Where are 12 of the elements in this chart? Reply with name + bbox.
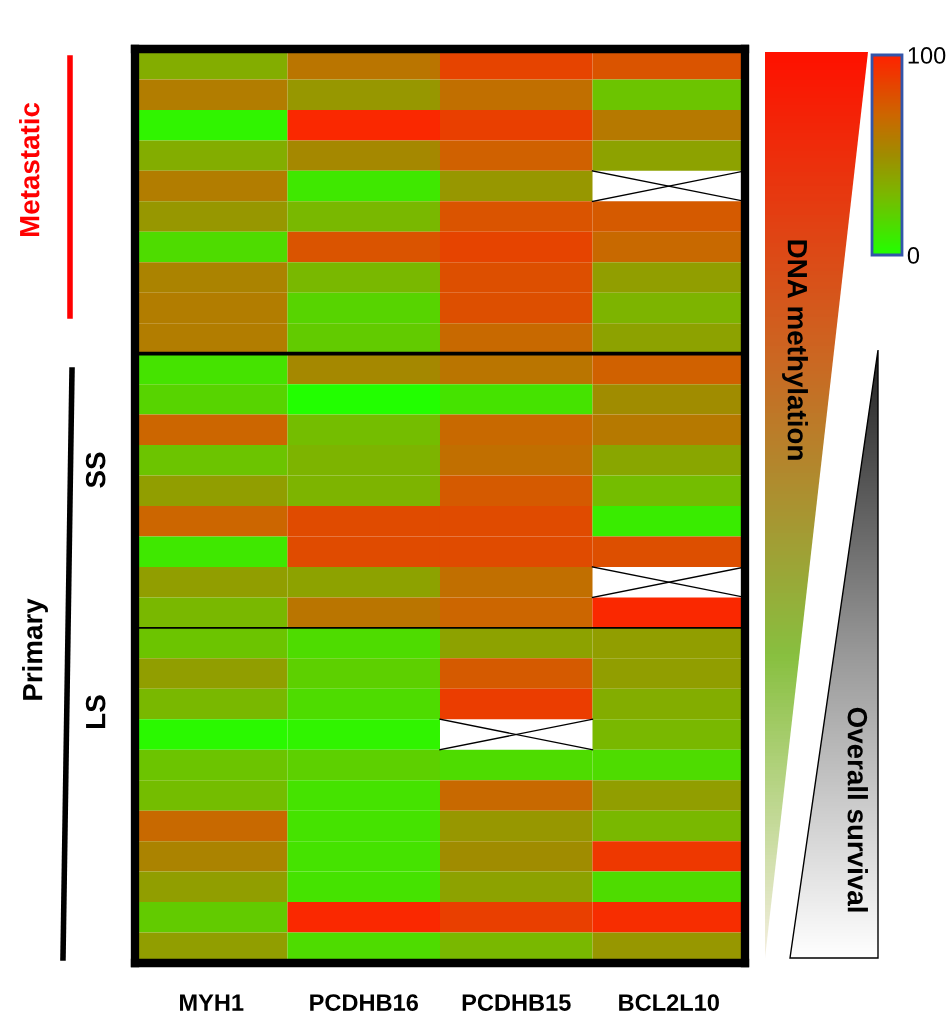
text: DNA methylation bbox=[782, 240, 808, 460]
text: Overall survival bbox=[847, 707, 868, 912]
text: Metastatic bbox=[19, 102, 40, 237]
text: SS bbox=[85, 452, 106, 488]
text: LS bbox=[85, 695, 106, 728]
color-bar-label: 0 bbox=[907, 247, 920, 264]
color-bar-label: 100 bbox=[908, 47, 946, 64]
x-tick-label: PCDHB16 bbox=[310, 994, 418, 1011]
x-tick-label: PCDHB15 bbox=[462, 994, 571, 1011]
text: Primary bbox=[22, 598, 48, 700]
x-tick-label: MYH1 bbox=[180, 994, 244, 1011]
x-tick-label: BCL2L10 bbox=[619, 994, 719, 1011]
